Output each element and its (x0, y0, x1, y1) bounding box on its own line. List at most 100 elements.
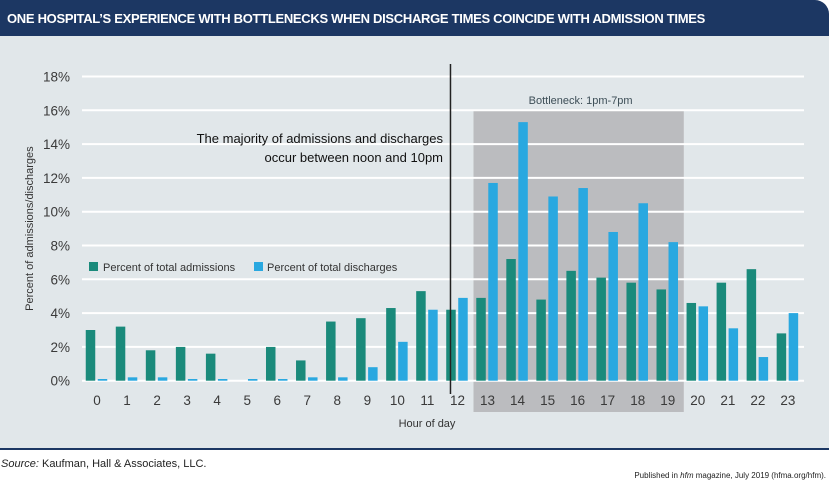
bar-chart: 0%2%4%6%8%10%12%14%16%18% 0 1 2 3 4 5 6 7 8 9 10 11… (24, 64, 804, 430)
publication-note: Published in hfm magazine, July 2019 (hf… (634, 471, 826, 480)
bar-discharges (788, 313, 799, 381)
y-axis-ticks: 0% 2% 4% 6% 8% 10% 12% 14% 16% 18% (43, 70, 70, 389)
bar-discharges (97, 379, 108, 381)
bar-discharges (548, 196, 558, 381)
bar-discharges (698, 306, 709, 381)
bar-discharges (338, 377, 348, 381)
x-tick-label: 6 (273, 393, 281, 408)
x-tick-label: 21 (720, 393, 735, 408)
x-tick-label: 20 (690, 393, 705, 408)
y-tick-label: 6% (50, 272, 70, 287)
bar-discharges (518, 122, 528, 381)
bar-discharges (728, 328, 739, 381)
annotation-line-2: occur between noon and 10pm (264, 150, 443, 165)
bar-admissions (686, 302, 697, 381)
bar-discharges (668, 242, 679, 381)
y-tick-label: 16% (43, 103, 70, 118)
pub-magazine: hfm (680, 471, 694, 480)
y-axis-title: Percent of admissions/discharges (24, 146, 36, 311)
bars (85, 122, 799, 381)
bar-admissions (175, 346, 186, 381)
x-tick-label: 17 (600, 393, 615, 408)
source-label: Source: (1, 458, 39, 470)
x-tick-label: 11 (420, 393, 434, 408)
bar-admissions (85, 330, 96, 381)
x-axis-title: Hour of day (399, 418, 456, 430)
bar-discharges (217, 379, 228, 381)
bar-discharges (428, 309, 438, 381)
bar-admissions (356, 318, 366, 381)
legend-label-discharges: Percent of total discharges (267, 262, 398, 274)
x-tick-label: 7 (304, 393, 312, 408)
x-tick-label: 8 (334, 393, 342, 408)
bar-discharges (758, 357, 769, 381)
bar-admissions (386, 308, 396, 381)
x-tick-label: 18 (630, 393, 645, 408)
bottleneck-label: Bottleneck: 1pm-7pm (529, 95, 633, 107)
bar-admissions (296, 360, 306, 381)
x-tick-label: 3 (183, 393, 191, 408)
bar-discharges (187, 379, 198, 381)
header-banner: ONE HOSPITAL’S EXPERIENCE WITH BOTTLENEC… (0, 0, 829, 36)
bar-admissions (716, 282, 727, 381)
bar-admissions (566, 270, 576, 381)
x-tick-label: 14 (510, 393, 526, 408)
y-tick-label: 2% (50, 340, 70, 355)
x-tick-label: 15 (540, 393, 555, 408)
x-tick-label: 2 (153, 393, 161, 408)
bar-discharges (458, 297, 468, 381)
pub-prefix: Published in (634, 471, 681, 480)
source-text: Kaufman, Hall & Associates, LLC. (38, 458, 207, 470)
bar-admissions (596, 277, 606, 381)
bar-discharges (308, 377, 318, 381)
y-tick-label: 0% (50, 374, 70, 389)
bar-admissions (326, 321, 336, 381)
bar-admissions (265, 346, 276, 381)
bar-discharges (157, 377, 168, 381)
x-tick-label: 22 (750, 393, 765, 408)
bar-admissions (506, 259, 516, 381)
y-tick-label: 4% (50, 306, 70, 321)
x-tick-label: 12 (450, 393, 465, 408)
bar-admissions (145, 350, 156, 381)
bar-admissions (536, 299, 546, 381)
legend-swatch-discharges (254, 262, 263, 271)
gridlines (82, 75, 804, 382)
legend: Percent of total admissions Percent of t… (89, 262, 398, 274)
x-tick-label: 1 (123, 393, 131, 408)
annotation-line-1: The majority of admissions and discharge… (197, 131, 444, 146)
x-tick-label: 9 (364, 393, 372, 408)
bar-admissions (776, 333, 787, 381)
source-note: Source: Kaufman, Hall & Associates, LLC. (1, 458, 206, 470)
bar-admissions (626, 282, 636, 381)
x-tick-label: 4 (213, 393, 221, 408)
bar-discharges (247, 379, 258, 381)
bar-discharges (488, 182, 498, 381)
x-tick-label: 5 (243, 393, 251, 408)
bar-admissions (476, 297, 486, 381)
bar-discharges (398, 341, 408, 381)
bar-discharges (608, 231, 618, 381)
legend-label-admissions: Percent of total admissions (103, 262, 236, 274)
x-tick-label: 0 (93, 393, 101, 408)
x-tick-label: 23 (780, 393, 795, 408)
legend-swatch-admissions (89, 262, 98, 271)
bar-admissions (656, 289, 667, 381)
bar-admissions (746, 269, 757, 381)
bar-discharges (638, 203, 648, 381)
y-tick-label: 18% (43, 70, 70, 85)
y-tick-label: 10% (43, 205, 70, 220)
x-tick-label: 13 (480, 393, 495, 408)
x-tick-label: 19 (660, 393, 675, 408)
y-tick-label: 12% (43, 171, 70, 186)
x-tick-label: 16 (570, 393, 585, 408)
x-tick-label: 10 (390, 393, 405, 408)
bar-admissions (416, 291, 426, 381)
bar-admissions (205, 353, 216, 381)
chart-title: ONE HOSPITAL’S EXPERIENCE WITH BOTTLENEC… (7, 11, 705, 26)
pub-suffix: magazine, July 2019 (hfma.org/hfm). (693, 471, 826, 480)
bar-admissions (115, 326, 126, 381)
x-axis-ticks: 0 1 2 3 4 5 6 7 8 9 10 11 12 13 14 15 16 17 18 19 20 21 22 23 (93, 393, 795, 408)
bar-discharges (127, 377, 138, 381)
y-tick-label: 8% (50, 239, 70, 254)
